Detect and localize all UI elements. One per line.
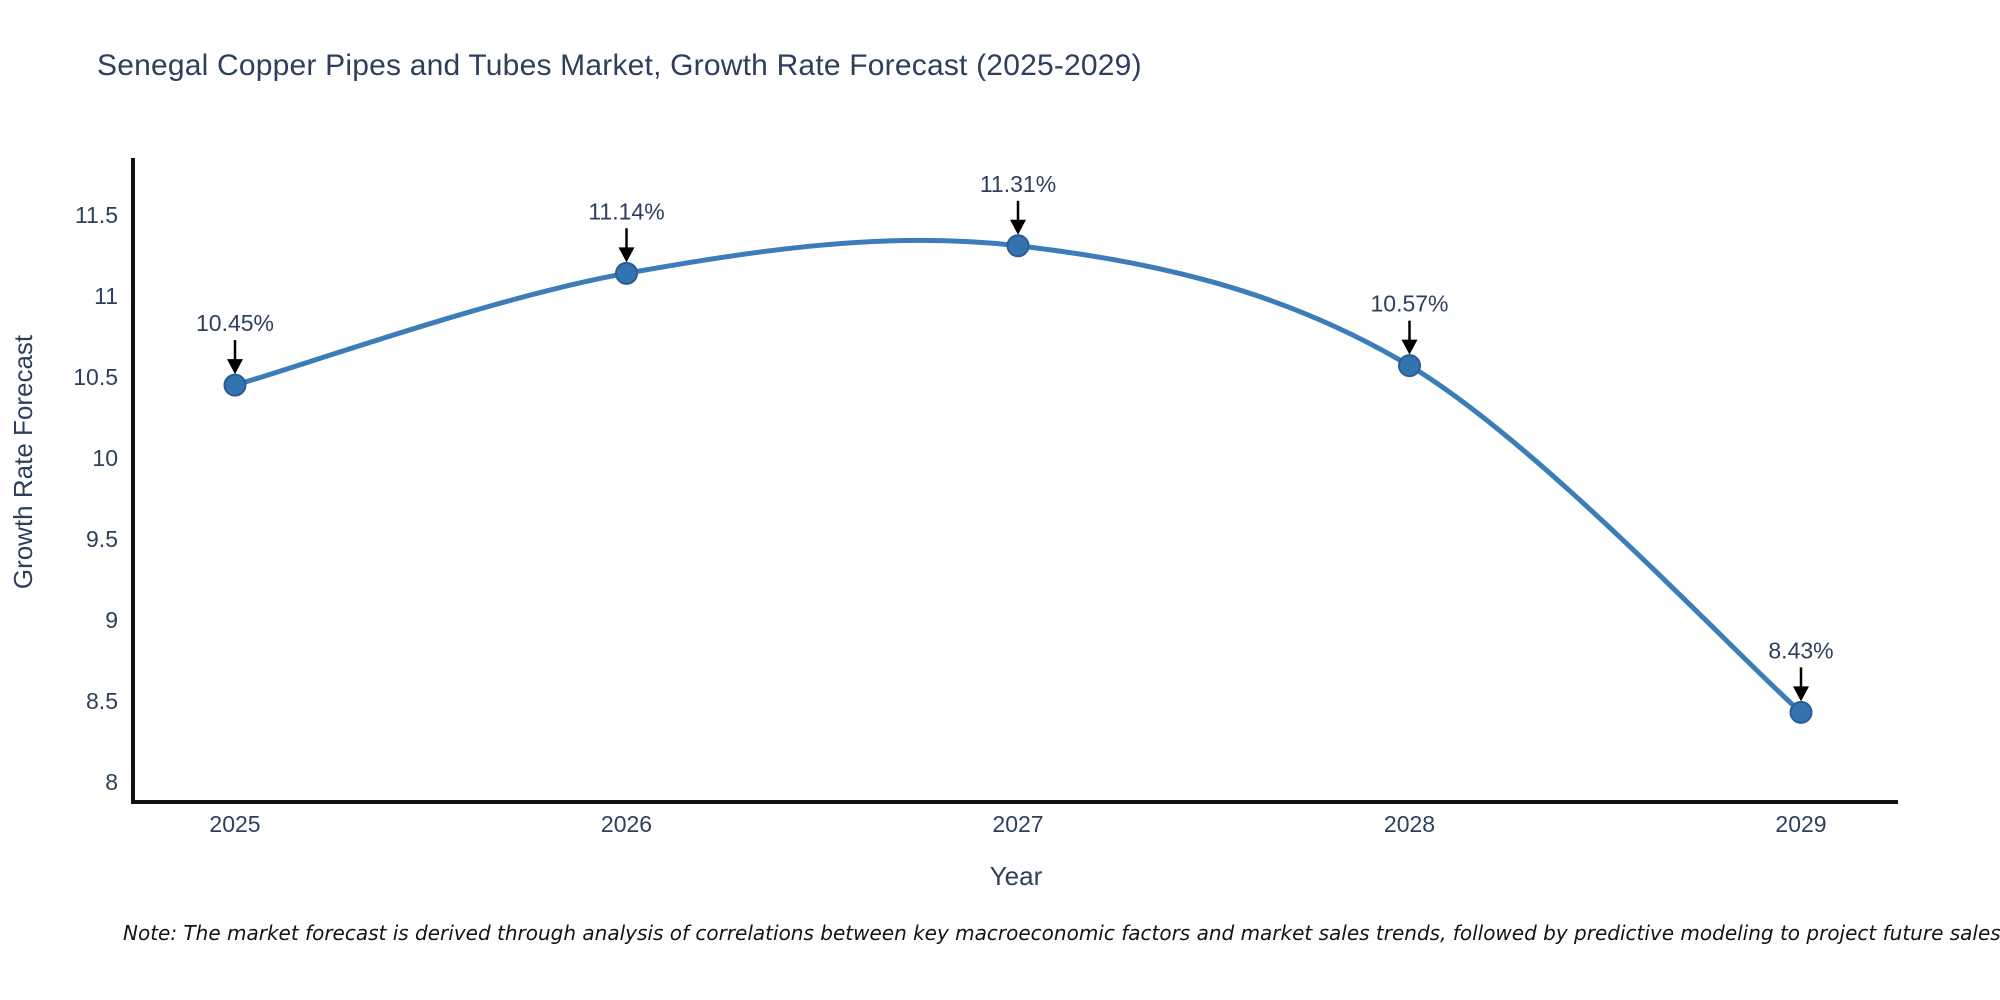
x-tick-label: 2026 [601,811,652,837]
footnote: Note: The market forecast is derived thr… [123,921,2000,945]
y-tick-label: 9.5 [86,526,118,552]
axis-lines [131,158,1898,804]
annotation-label: 8.43% [1768,637,1833,663]
data-point-marker [1789,700,1813,724]
y-tick-label: 10.5 [73,364,118,390]
annotation-arrow-head [1401,339,1418,355]
annotation-arrow-head [1010,219,1026,235]
y-tick-label: 11 [94,283,118,309]
annotation-arrow-head [227,359,243,375]
chart-title: Senegal Copper Pipes and Tubes Market, G… [97,49,1142,82]
data-point-marker [1398,354,1421,378]
data-point-marker [615,261,638,285]
x-axis-title: Year [990,861,1043,891]
y-tick-label: 8.5 [86,688,118,714]
forecast-line [232,237,1804,715]
annotation-arrow-head [618,247,635,263]
y-tick-label: 10 [92,445,118,471]
data-point-marker [1006,234,1030,258]
x-tick-label: 2025 [209,811,260,837]
annotation-label: 11.31% [980,171,1056,197]
y-tick-label: 8 [105,769,118,795]
y-tick-label: 11.5 [75,202,118,228]
annotation-label: 10.57% [1370,291,1448,317]
x-tick-label: 2029 [1775,811,1826,837]
y-axis-title: Growth Rate Forecast [8,334,38,589]
annotation-arrow-head [1793,686,1809,702]
y-tick-label: 9 [105,607,118,633]
annotation-label: 11.14% [588,198,664,224]
x-tick-label: 2028 [1384,811,1435,837]
annotation-label: 10.45% [196,310,274,336]
x-tick-label: 2027 [992,811,1043,837]
data-point-marker [223,373,247,397]
